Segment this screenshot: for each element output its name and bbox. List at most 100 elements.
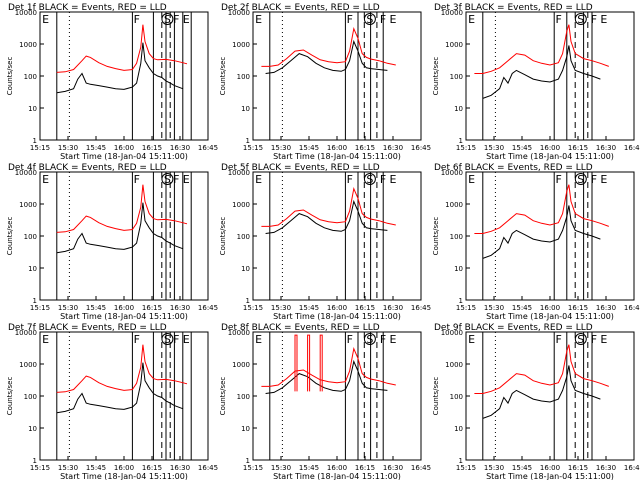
panel-title: Det 5f BLACK = Events, RED = LLD (221, 163, 380, 173)
y-axis-label: Counts/sec (432, 217, 440, 256)
x-tick-label: 16:30 (170, 144, 190, 152)
x-tick-label: 15:45 (512, 144, 532, 152)
interval-marker: E (468, 333, 475, 346)
y-tick-label: 1000 (19, 361, 37, 369)
events-series-line (56, 202, 183, 254)
events-series-line (265, 359, 388, 394)
interval-marker: S (164, 173, 171, 186)
y-tick-label: 10 (454, 425, 463, 433)
x-tick-label: 15:30 (484, 144, 504, 152)
interval-marker: S (164, 333, 171, 346)
y-tick-label: 100 (24, 73, 37, 81)
sun-marker-ring (363, 333, 376, 345)
y-tick-label: 10000 (228, 9, 250, 17)
x-tick-label: 16:15 (568, 464, 588, 472)
x-tick-label: 16:15 (355, 304, 375, 312)
panel-title: Det 3f BLACK = Events, RED = LLD (434, 3, 593, 13)
y-tick-label: 10000 (15, 9, 37, 17)
interval-marker: F (555, 173, 561, 186)
interval-marker: F (347, 13, 353, 26)
x-tick-label: 16:30 (383, 464, 403, 472)
panel-5: Det 5f BLACK = Events, RED = LLD Counts/s… (219, 163, 431, 321)
x-tick-label: 16:15 (142, 144, 162, 152)
y-tick-label: 1 (246, 137, 250, 145)
x-axis-label: Start Time (18-Jan-04 15:11:00) (60, 152, 188, 161)
interval-marker: E (183, 13, 190, 26)
x-tick-label: 15:15 (30, 464, 50, 472)
interval-marker: E (255, 173, 262, 186)
panel-7: Det 7f BLACK = Events, RED = LLD Counts/s… (6, 323, 218, 480)
y-axis-label: Counts/sec (6, 57, 14, 96)
y-tick-label: 100 (24, 233, 37, 241)
panel-title: Det 7f BLACK = Events, RED = LLD (8, 323, 167, 333)
lld-series-line (261, 347, 396, 387)
plot-frame (465, 331, 635, 461)
x-tick-label: 16:15 (568, 144, 588, 152)
lld-series-line (261, 187, 396, 227)
interval-marker: F (591, 173, 597, 186)
interval-marker: F (173, 173, 179, 186)
y-tick-label: 10000 (15, 329, 37, 337)
x-tick-label: 16:00 (327, 144, 347, 152)
y-tick-label: 1 (33, 137, 37, 145)
interval-marker: E (390, 173, 397, 186)
y-tick-label: 100 (237, 233, 250, 241)
x-axis-label: Start Time (18-Jan-04 15:11:00) (60, 312, 188, 321)
x-tick-label: 16:45 (411, 304, 431, 312)
interval-marker: E (468, 13, 475, 26)
y-tick-label: 1000 (445, 361, 463, 369)
panel-title: Det 2f BLACK = Events, RED = LLD (221, 3, 380, 13)
interval-marker: E (390, 333, 397, 346)
interval-marker: F (555, 333, 561, 346)
y-tick-label: 1000 (19, 41, 37, 49)
x-tick-label: 16:30 (383, 144, 403, 152)
y-tick-label: 1 (246, 297, 250, 305)
lld-series-line (474, 24, 609, 74)
y-axis-label: Counts/sec (219, 377, 227, 416)
x-tick-label: 15:15 (243, 464, 263, 472)
y-tick-label: 10000 (441, 329, 463, 337)
events-series-line (56, 42, 183, 94)
panel-3: Det 3f BLACK = Events, RED = LLD Counts/s… (432, 3, 640, 161)
x-tick-label: 15:15 (456, 304, 476, 312)
interval-marker: F (591, 333, 597, 346)
x-tick-label: 15:15 (456, 464, 476, 472)
interval-marker: F (173, 333, 179, 346)
interval-marker: E (42, 333, 49, 346)
sun-marker-ring (161, 173, 174, 185)
y-axis-label: Counts/sec (432, 377, 440, 416)
interval-marker: S (577, 173, 584, 186)
x-tick-label: 16:00 (114, 304, 134, 312)
x-tick-label: 16:15 (142, 464, 162, 472)
y-axis-label: Counts/sec (219, 57, 227, 96)
x-tick-label: 16:00 (114, 464, 134, 472)
x-tick-label: 16:30 (170, 304, 190, 312)
plot-frame (465, 171, 635, 301)
x-tick-label: 15:15 (30, 144, 50, 152)
y-tick-label: 10000 (441, 9, 463, 17)
x-tick-label: 15:15 (456, 144, 476, 152)
y-tick-label: 10000 (15, 169, 37, 177)
x-tick-label: 16:45 (198, 304, 218, 312)
x-tick-label: 15:30 (58, 144, 78, 152)
interval-marker: F (555, 13, 561, 26)
y-tick-label: 10 (241, 425, 250, 433)
x-axis-label: Start Time (18-Jan-04 15:11:00) (486, 312, 614, 321)
y-tick-label: 1 (459, 457, 463, 465)
plot-frame (252, 171, 422, 301)
x-axis-label: Start Time (18-Jan-04 15:11:00) (273, 152, 401, 161)
panel-title: Det 1f BLACK = Events, RED = LLD (8, 3, 167, 13)
y-tick-label: 1 (459, 137, 463, 145)
y-tick-label: 1000 (232, 41, 250, 49)
x-tick-label: 16:00 (540, 144, 560, 152)
x-axis-label: Start Time (18-Jan-04 15:11:00) (273, 312, 401, 321)
interval-marker: F (591, 13, 597, 26)
panel-title: Det 8f BLACK = Events, RED = LLD (221, 323, 380, 333)
x-tick-label: 16:15 (355, 144, 375, 152)
interval-marker: S (366, 333, 373, 346)
sun-marker-ring (574, 173, 587, 185)
lld-series-line (261, 27, 396, 67)
y-tick-label: 10 (28, 425, 37, 433)
y-tick-label: 10000 (228, 329, 250, 337)
